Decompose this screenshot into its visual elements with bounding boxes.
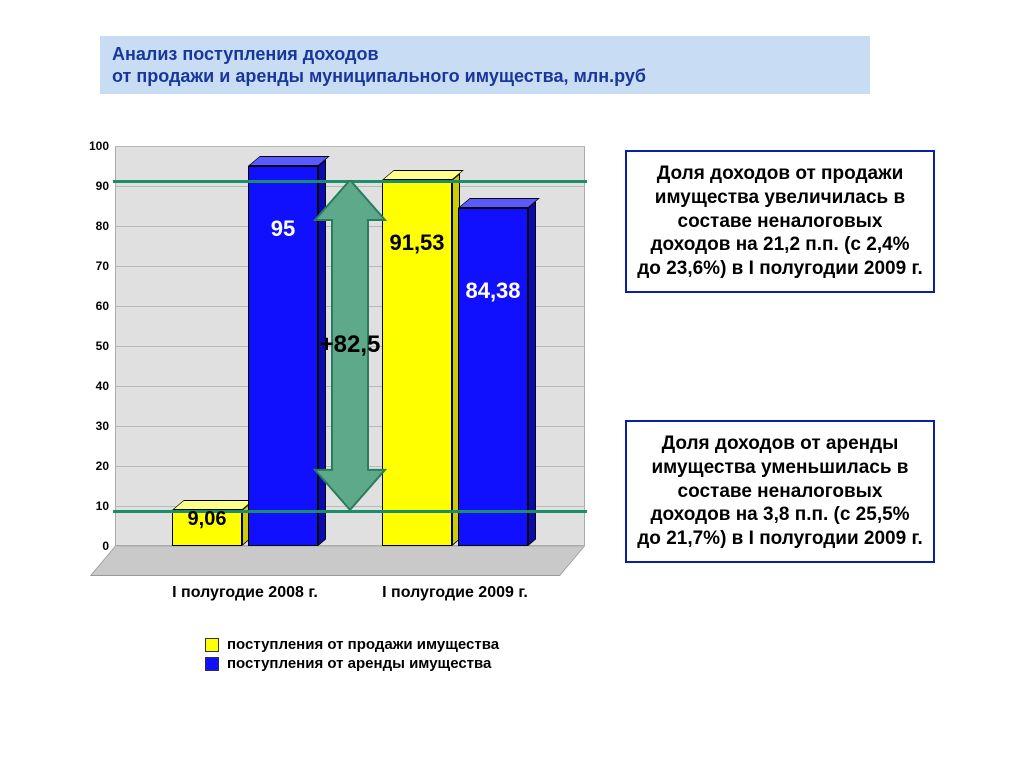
y-tick-label: 0 [79, 539, 109, 553]
legend-item-1: поступления от аренды имущества [205, 655, 499, 672]
title-bar: Анализ поступления доходов от продажи и … [100, 36, 870, 94]
delta-label: +82,5 [320, 331, 381, 359]
title-line-1: Анализ поступления доходов [112, 43, 858, 66]
gridline [115, 546, 585, 547]
info-text-0: Доля доходов от продажи имущества увелич… [637, 163, 923, 279]
chart-plot-area: 0102030405060708090100+82,59,069591,5384… [115, 146, 585, 546]
y-tick-label: 90 [79, 179, 109, 193]
x-category-1: I полугодие 2009 г. [382, 584, 528, 602]
bar-value-label: 91,53 [389, 230, 444, 256]
legend-item-0: поступления от продажи имущества [205, 636, 499, 653]
bar-value-label: 84,38 [465, 278, 520, 304]
bar-value-label: 95 [271, 216, 295, 242]
y-tick-label: 20 [79, 459, 109, 473]
y-tick-label: 80 [79, 219, 109, 233]
y-tick-label: 100 [79, 139, 109, 153]
info-text-1: Доля доходов от аренды имущества уменьши… [637, 433, 923, 549]
chart-floor [90, 546, 585, 576]
legend-label-1: поступления от аренды имущества [227, 655, 491, 672]
reference-line [113, 510, 587, 513]
legend-swatch-1 [205, 657, 219, 671]
y-tick-label: 10 [79, 499, 109, 513]
x-category-0: I полугодие 2008 г. [172, 584, 318, 602]
legend-swatch-0 [205, 638, 219, 652]
gridline [115, 146, 585, 147]
info-box-1: Доля доходов от аренды имущества уменьши… [625, 420, 935, 563]
y-tick-label: 40 [79, 379, 109, 393]
y-tick-label: 70 [79, 259, 109, 273]
info-box-0: Доля доходов от продажи имущества увелич… [625, 150, 935, 293]
bar [458, 208, 528, 546]
y-tick-label: 60 [79, 299, 109, 313]
y-tick-label: 50 [79, 339, 109, 353]
y-tick-label: 30 [79, 419, 109, 433]
bar-chart: 0 10 20 30 40 50 60 70 80 90 100 +82,5 9,06 95 91,53 84… [75, 140, 595, 700]
legend-label-0: поступления от продажи имущества [227, 636, 499, 653]
title-line-2: от продажи и аренды муниципального имуще… [112, 65, 858, 88]
bar-value-label: 9,06 [188, 508, 227, 531]
chart-legend: поступления от продажи имущества поступл… [205, 636, 499, 674]
